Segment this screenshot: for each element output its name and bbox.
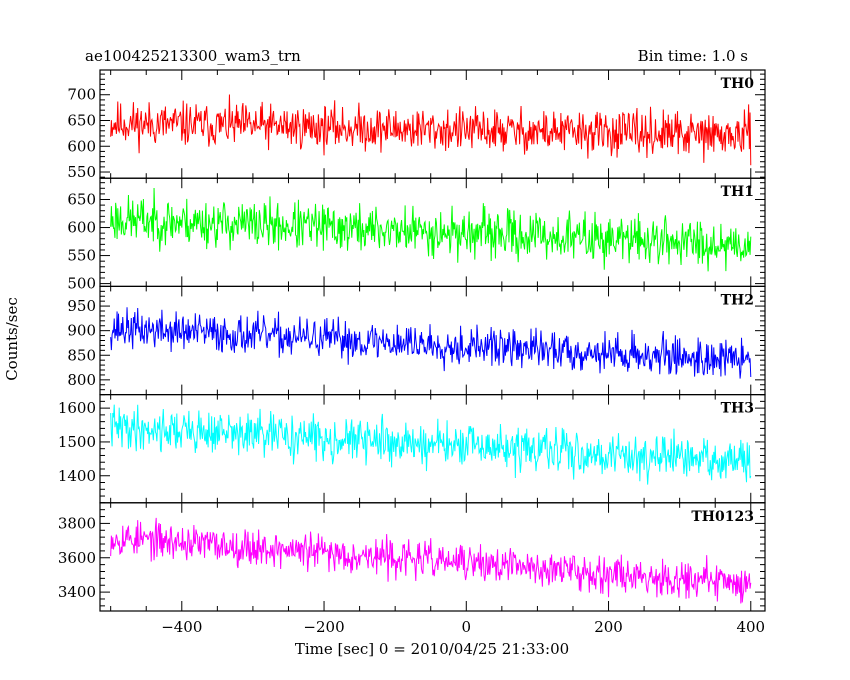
y-tick-label: 1400 [58, 467, 96, 485]
y-tick-label: 600 [67, 219, 96, 237]
y-tick-label: 3800 [58, 514, 96, 532]
y-tick-label: 800 [67, 371, 96, 389]
y-axis-label: Counts/sec [3, 297, 21, 381]
series-line-th3 [110, 404, 752, 485]
panel-th1: 500 550 600 650 TH1 [67, 177, 766, 293]
y-tick-label: 850 [67, 346, 96, 364]
bin-time-label: Bin time: 1.0 s [638, 47, 748, 65]
panel-th3: 1400 1500 1600 TH3 [58, 394, 766, 504]
series-line-th2 [110, 307, 752, 379]
x-tick-label: 200 [594, 618, 623, 636]
panel-frame [99, 502, 766, 612]
series-line-th0123 [110, 517, 752, 604]
y-tick-label: 900 [67, 322, 96, 340]
x-axis-label: Time [sec] 0 = 2010/04/25 21:33:00 [295, 640, 569, 658]
y-tick-label: 650 [67, 111, 96, 129]
chart-title: ae100425213300_wam3_trn [85, 47, 301, 65]
panel-label-th3: TH3 [721, 401, 754, 417]
x-tick-label: 400 [736, 618, 765, 636]
x-tick-label: 0 [462, 618, 472, 636]
y-tick-label: 550 [67, 163, 96, 181]
panel-frame [99, 285, 766, 396]
x-tick-label: −200 [303, 618, 344, 636]
y-tick-label: 700 [67, 86, 96, 104]
panel-th0: 550 600 650 700 TH0 [67, 69, 766, 181]
y-tick-label: 3600 [58, 549, 96, 567]
y-tick-label: 1500 [58, 433, 96, 451]
panel-label-th2: TH2 [721, 292, 754, 308]
y-tick-label: 950 [67, 297, 96, 315]
y-tick-label: 500 [67, 275, 96, 293]
y-tick-label: 650 [67, 191, 96, 209]
y-tick-label: 3400 [58, 583, 96, 601]
panel-th0123: 3400 3600 3800 TH0123 [58, 502, 766, 612]
y-tick-label: 600 [67, 137, 96, 155]
y-tick-label: 550 [67, 247, 96, 265]
y-tick-label: 1600 [58, 399, 96, 417]
panels-group: 550 600 650 700 TH0 500 550 600 650 TH1 800 850 900 9… [58, 69, 766, 612]
series-line-th1 [110, 188, 752, 272]
panel-label-th0123: TH0123 [691, 509, 754, 525]
panel-label-th1: TH1 [721, 184, 754, 200]
series-line-th0 [110, 94, 752, 166]
x-axis: −400 −200 0 200 400 [161, 618, 765, 636]
x-tick-label: −400 [161, 618, 202, 636]
panel-th2: 800 850 900 950 TH2 [67, 285, 766, 396]
panel-label-th0: TH0 [721, 76, 755, 92]
